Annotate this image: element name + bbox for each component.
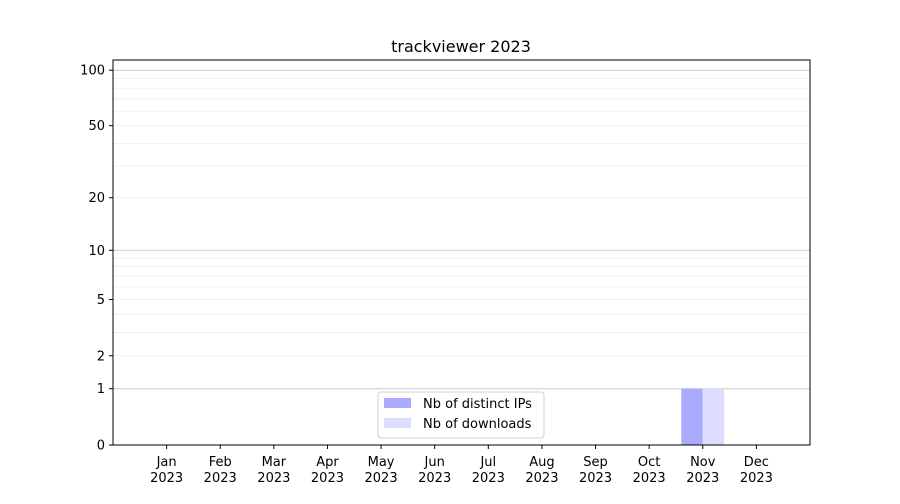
legend-box <box>377 391 545 439</box>
x-tick-label: Feb 2023 <box>204 455 237 486</box>
y-axis: 0 1 2 5 10 20 50 100 <box>80 64 113 454</box>
y-tick-label: 50 <box>88 119 105 134</box>
legend-swatch <box>384 418 411 428</box>
x-tick-label: May 2023 <box>365 455 398 486</box>
x-tick-label: Nov 2023 <box>686 455 719 486</box>
legend-label: Nb of downloads <box>423 417 532 432</box>
x-tick-label: Mar 2023 <box>257 455 290 486</box>
bars <box>681 388 725 445</box>
y-tick-label: 20 <box>88 191 105 206</box>
x-tick-label: Oct 2023 <box>633 455 666 486</box>
y-tick-label: 1 <box>97 382 105 397</box>
legend-label: Nb of distinct IPs <box>423 397 532 412</box>
legend-swatch <box>384 398 411 408</box>
x-tick-label: Apr 2023 <box>311 455 344 486</box>
x-tick-label: Aug 2023 <box>525 455 558 486</box>
bar <box>681 388 703 445</box>
grid <box>113 69 810 390</box>
y-tick-label: 10 <box>88 244 105 259</box>
y-tick-label: 5 <box>97 293 105 308</box>
x-tick-label: Jan 2023 <box>150 455 183 486</box>
y-tick-label: 2 <box>97 349 105 364</box>
x-tick-label: Sep 2023 <box>579 455 612 486</box>
bar <box>702 388 725 445</box>
y-tick-label: 100 <box>80 64 105 79</box>
x-tick-label: Jun 2023 <box>418 455 451 486</box>
x-axis: Jan 2023 Feb 2023 Mar 2023 Apr 2023 May 2023 Jun 20… <box>150 445 773 486</box>
y-tick-label: 0 <box>97 439 105 454</box>
chart-title: trackviewer 2023 <box>391 37 531 56</box>
x-tick-label: Dec 2023 <box>740 455 773 486</box>
axes-frame <box>112 59 811 446</box>
legend: Nb of distinct IPs Nb of downloads <box>377 391 545 439</box>
x-tick-label: Jul 2023 <box>472 455 505 486</box>
